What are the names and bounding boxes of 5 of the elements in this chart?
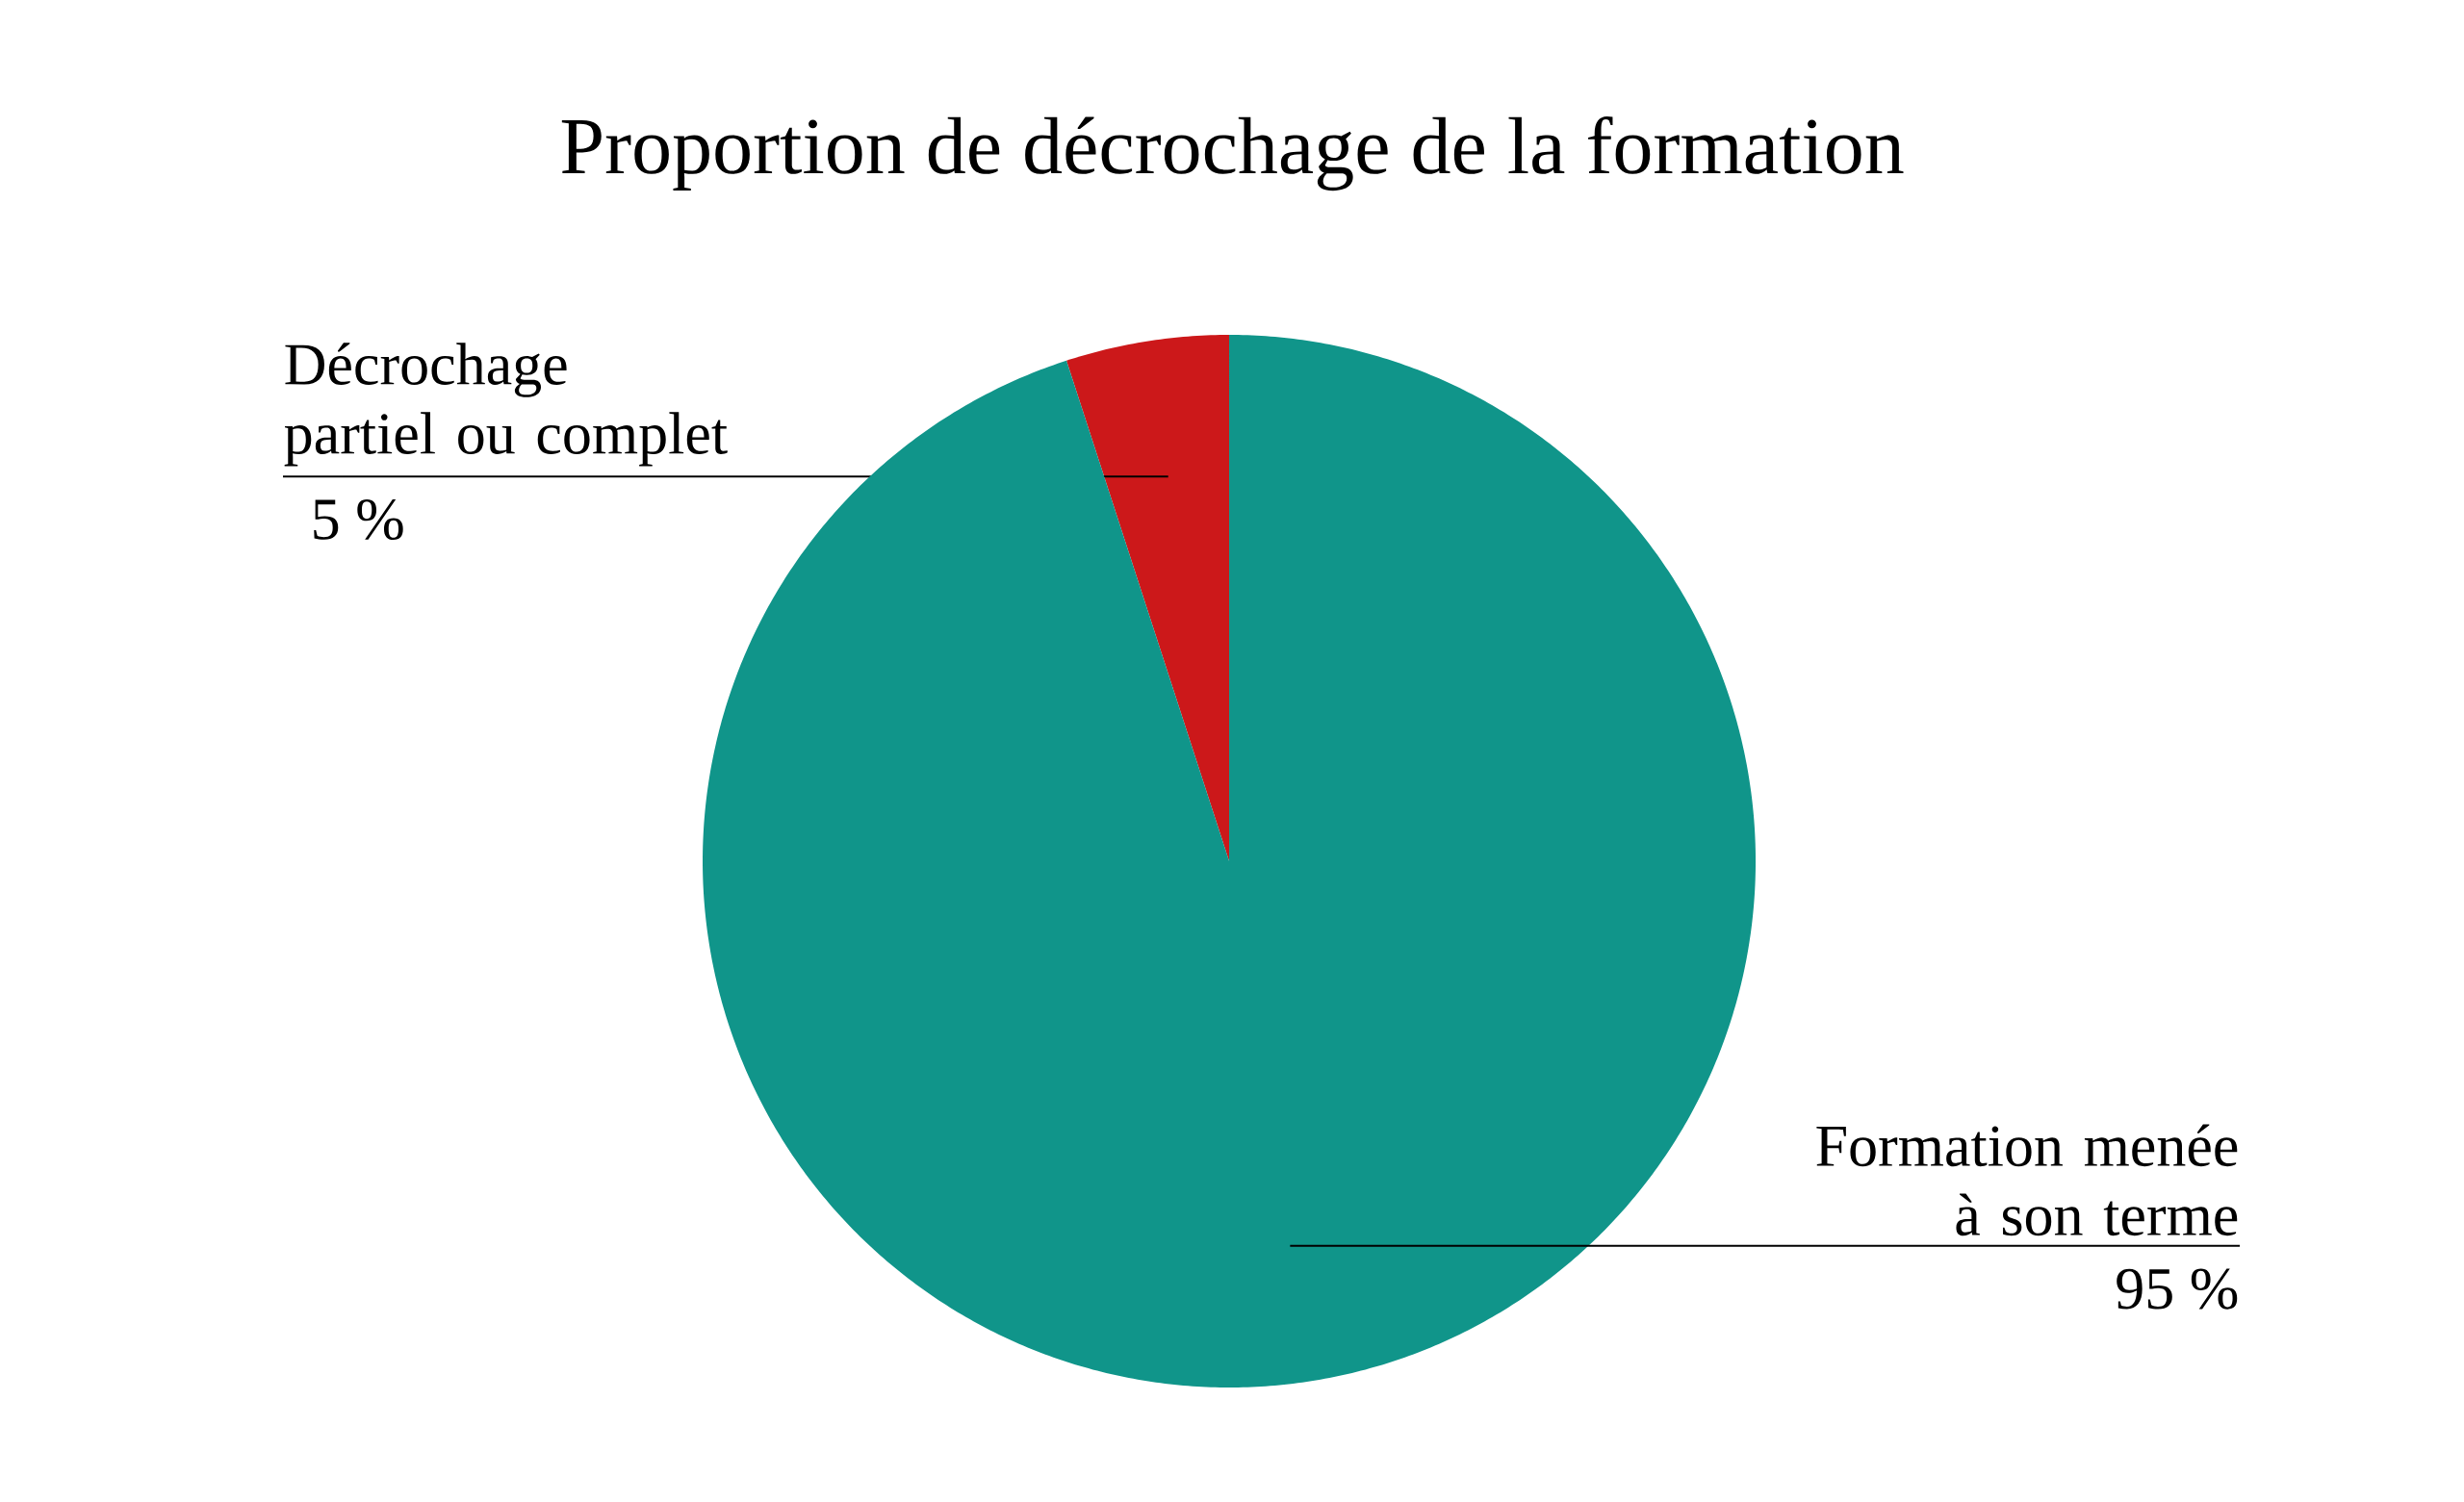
slice-label: Décrochage partiel ou complet (284, 343, 728, 467)
data-label: 5 % (314, 498, 403, 541)
chart-title: Proportion de décrochage de la formation (561, 115, 1904, 191)
slice-label: Formation menée à son terme (1816, 1124, 2238, 1236)
data-label: 95 % (2117, 1268, 2238, 1310)
